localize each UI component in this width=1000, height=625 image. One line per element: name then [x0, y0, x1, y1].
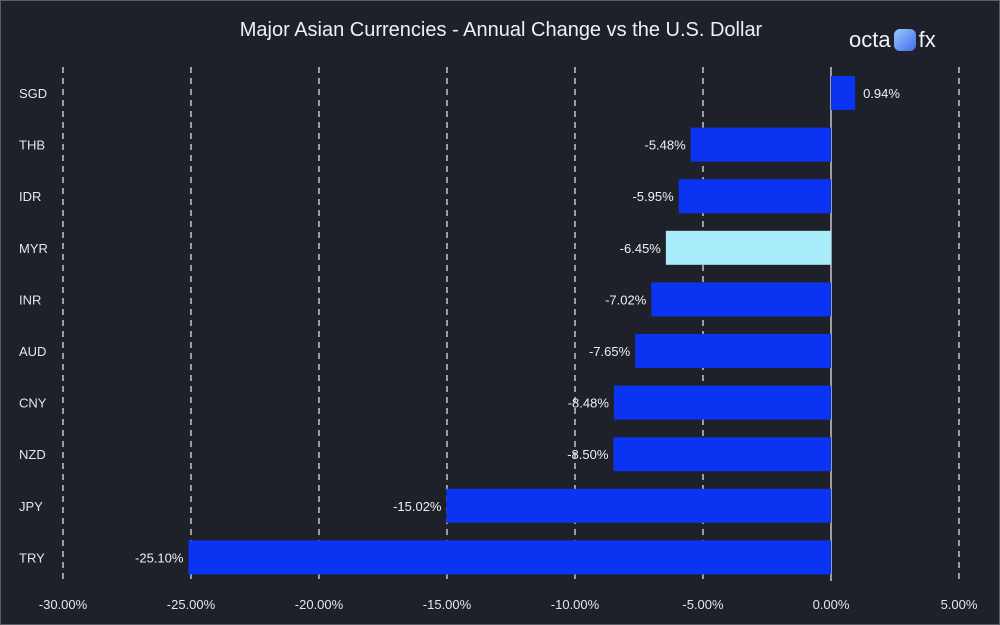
data-label: -6.45% [620, 241, 662, 256]
bar-aud [635, 334, 831, 368]
data-label: -7.02% [605, 292, 647, 307]
y-tick-label: MYR [19, 241, 48, 256]
y-tick-label: THB [19, 138, 45, 153]
x-tick-label: -30.00% [39, 597, 88, 612]
x-tick-label: -5.00% [682, 597, 724, 612]
bar-thb [690, 127, 831, 162]
bar-nzd [613, 437, 831, 472]
chart-title: Major Asian Currencies - Annual Change v… [239, 19, 763, 41]
data-label: -15.02% [393, 499, 442, 514]
x-tick-label: -10.00% [551, 597, 600, 612]
logo-mark-icon [893, 29, 916, 51]
y-tick-label: CNY [19, 396, 47, 411]
y-tick-label: AUD [19, 344, 46, 359]
data-label: 0.94% [863, 86, 900, 101]
data-label: -25.10% [135, 550, 184, 565]
y-tick-label: INR [19, 292, 41, 307]
bar-cny [613, 385, 831, 420]
bar-idr [678, 179, 831, 214]
x-tick-label: -20.00% [295, 597, 344, 612]
bar-sgd [831, 76, 856, 110]
logo-text-left: octa [849, 27, 891, 52]
y-tick-label: NZD [19, 447, 46, 462]
logo-text-right: fx [918, 27, 936, 52]
octafx-logo: octa fx [849, 27, 936, 53]
data-label: -8.50% [567, 447, 609, 462]
bar-myr [665, 230, 831, 265]
data-label: -5.48% [645, 138, 687, 153]
x-tick-label: -25.00% [167, 597, 216, 612]
y-tick-label: JPY [19, 499, 43, 514]
bar-try [188, 540, 831, 575]
x-tick-label: -15.00% [423, 597, 472, 612]
y-tick-label: SGD [19, 86, 47, 101]
bar-jpy [446, 488, 831, 523]
data-label: -8.48% [568, 396, 610, 411]
bar-inr [651, 282, 831, 317]
x-tick-label: 5.00% [941, 597, 978, 612]
data-label: -7.65% [589, 344, 631, 359]
y-tick-label: IDR [19, 189, 41, 204]
data-label: -5.95% [632, 189, 674, 204]
y-tick-label: TRY [19, 550, 45, 565]
x-tick-label: 0.00% [813, 597, 850, 612]
